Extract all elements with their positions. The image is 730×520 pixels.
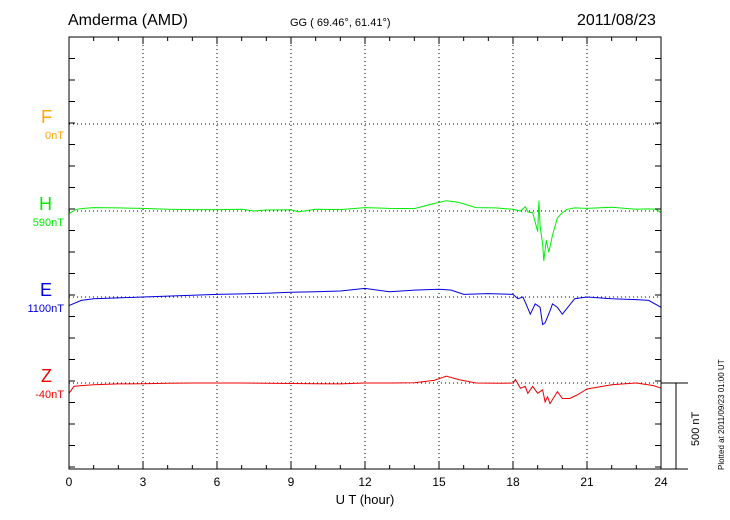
scale-bar-label: 500 nT — [690, 411, 702, 446]
x-tick-label: 12 — [358, 475, 372, 489]
channel-name-h: H — [39, 194, 52, 214]
series-line-z — [68, 375, 662, 405]
date-label: 2011/08/23 — [577, 12, 656, 29]
x-tick-label: 15 — [432, 475, 446, 489]
channel-name-z: Z — [41, 366, 52, 386]
channel-baseline-f: 0nT — [45, 130, 64, 142]
x-tick-label: 21 — [580, 475, 594, 489]
axis-ticks: 0 3 6 9 12 15 18 21 24 — [66, 37, 668, 489]
x-tick-label: 9 — [288, 475, 295, 489]
channel-baseline-z: -40nT — [35, 389, 64, 401]
channel-baseline-e: 1100nT — [27, 303, 65, 315]
channel-baseline-h: 590nT — [32, 217, 64, 229]
series-line-h — [68, 200, 662, 261]
x-tick-label: 0 — [66, 475, 73, 489]
series-line-e — [68, 287, 662, 326]
grid-lines — [69, 37, 661, 469]
x-tick-label: 6 — [214, 475, 221, 489]
x-tick-label: 24 — [654, 475, 668, 489]
channel-name-e: E — [39, 280, 52, 300]
scale-bar — [661, 382, 688, 470]
coordinates-label: GG ( 69.46°, 61.41°) — [290, 17, 391, 29]
x-tick-label: 3 — [140, 475, 147, 489]
x-axis-label: U T (hour) — [335, 492, 395, 507]
series-lines — [68, 200, 662, 405]
x-tick-label: 18 — [506, 475, 520, 489]
station-title: Amderma (AMD) — [68, 12, 189, 29]
channel-name-f: F — [41, 107, 52, 127]
plotted-note: Plotted at 2011/09/23 01:00 UT — [717, 359, 726, 470]
